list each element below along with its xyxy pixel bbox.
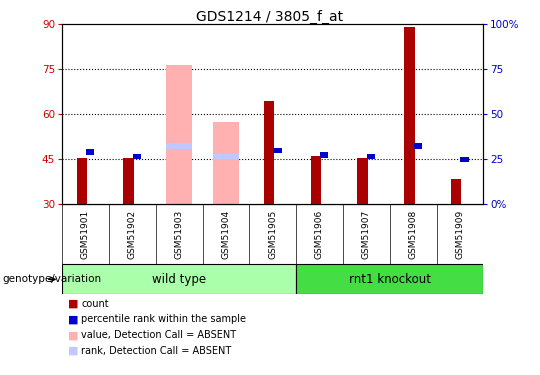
Bar [213,154,239,159]
Bar [166,143,192,148]
Bar [414,143,422,148]
Text: GSM51908: GSM51908 [409,210,417,259]
Bar [310,156,321,204]
Bar [357,158,368,204]
Text: ■: ■ [68,299,78,309]
Bar [86,149,94,154]
Bar [273,148,281,153]
Bar [264,101,274,204]
Bar [367,154,375,159]
Text: rank, Detection Call = ABSENT: rank, Detection Call = ABSENT [81,346,231,356]
Text: GSM51907: GSM51907 [362,210,371,259]
Text: count: count [81,299,109,309]
Text: ■: ■ [68,346,78,356]
Bar [213,122,239,204]
Text: genotype/variation: genotype/variation [3,274,102,284]
Text: ■: ■ [68,315,78,324]
Text: GDS1214 / 3805_f_at: GDS1214 / 3805_f_at [197,9,343,24]
Bar [166,65,192,204]
Bar [77,158,87,204]
Text: GSM51902: GSM51902 [128,210,137,259]
Bar [124,159,134,204]
Bar [320,152,328,157]
Text: GSM51904: GSM51904 [221,210,231,259]
Bar [461,157,469,162]
Text: value, Detection Call = ABSENT: value, Detection Call = ABSENT [81,330,236,340]
Text: wild type: wild type [152,273,206,286]
Bar [133,154,141,159]
Text: GSM51906: GSM51906 [315,210,324,259]
Bar [296,264,483,294]
Text: GSM51903: GSM51903 [174,210,184,259]
Bar [451,179,461,204]
Text: percentile rank within the sample: percentile rank within the sample [81,315,246,324]
Bar [62,264,296,294]
Text: GSM51909: GSM51909 [455,210,464,259]
Text: ■: ■ [68,330,78,340]
Text: GSM51901: GSM51901 [81,210,90,259]
Bar [404,27,415,204]
Text: GSM51905: GSM51905 [268,210,277,259]
Text: rnt1 knockout: rnt1 knockout [349,273,431,286]
